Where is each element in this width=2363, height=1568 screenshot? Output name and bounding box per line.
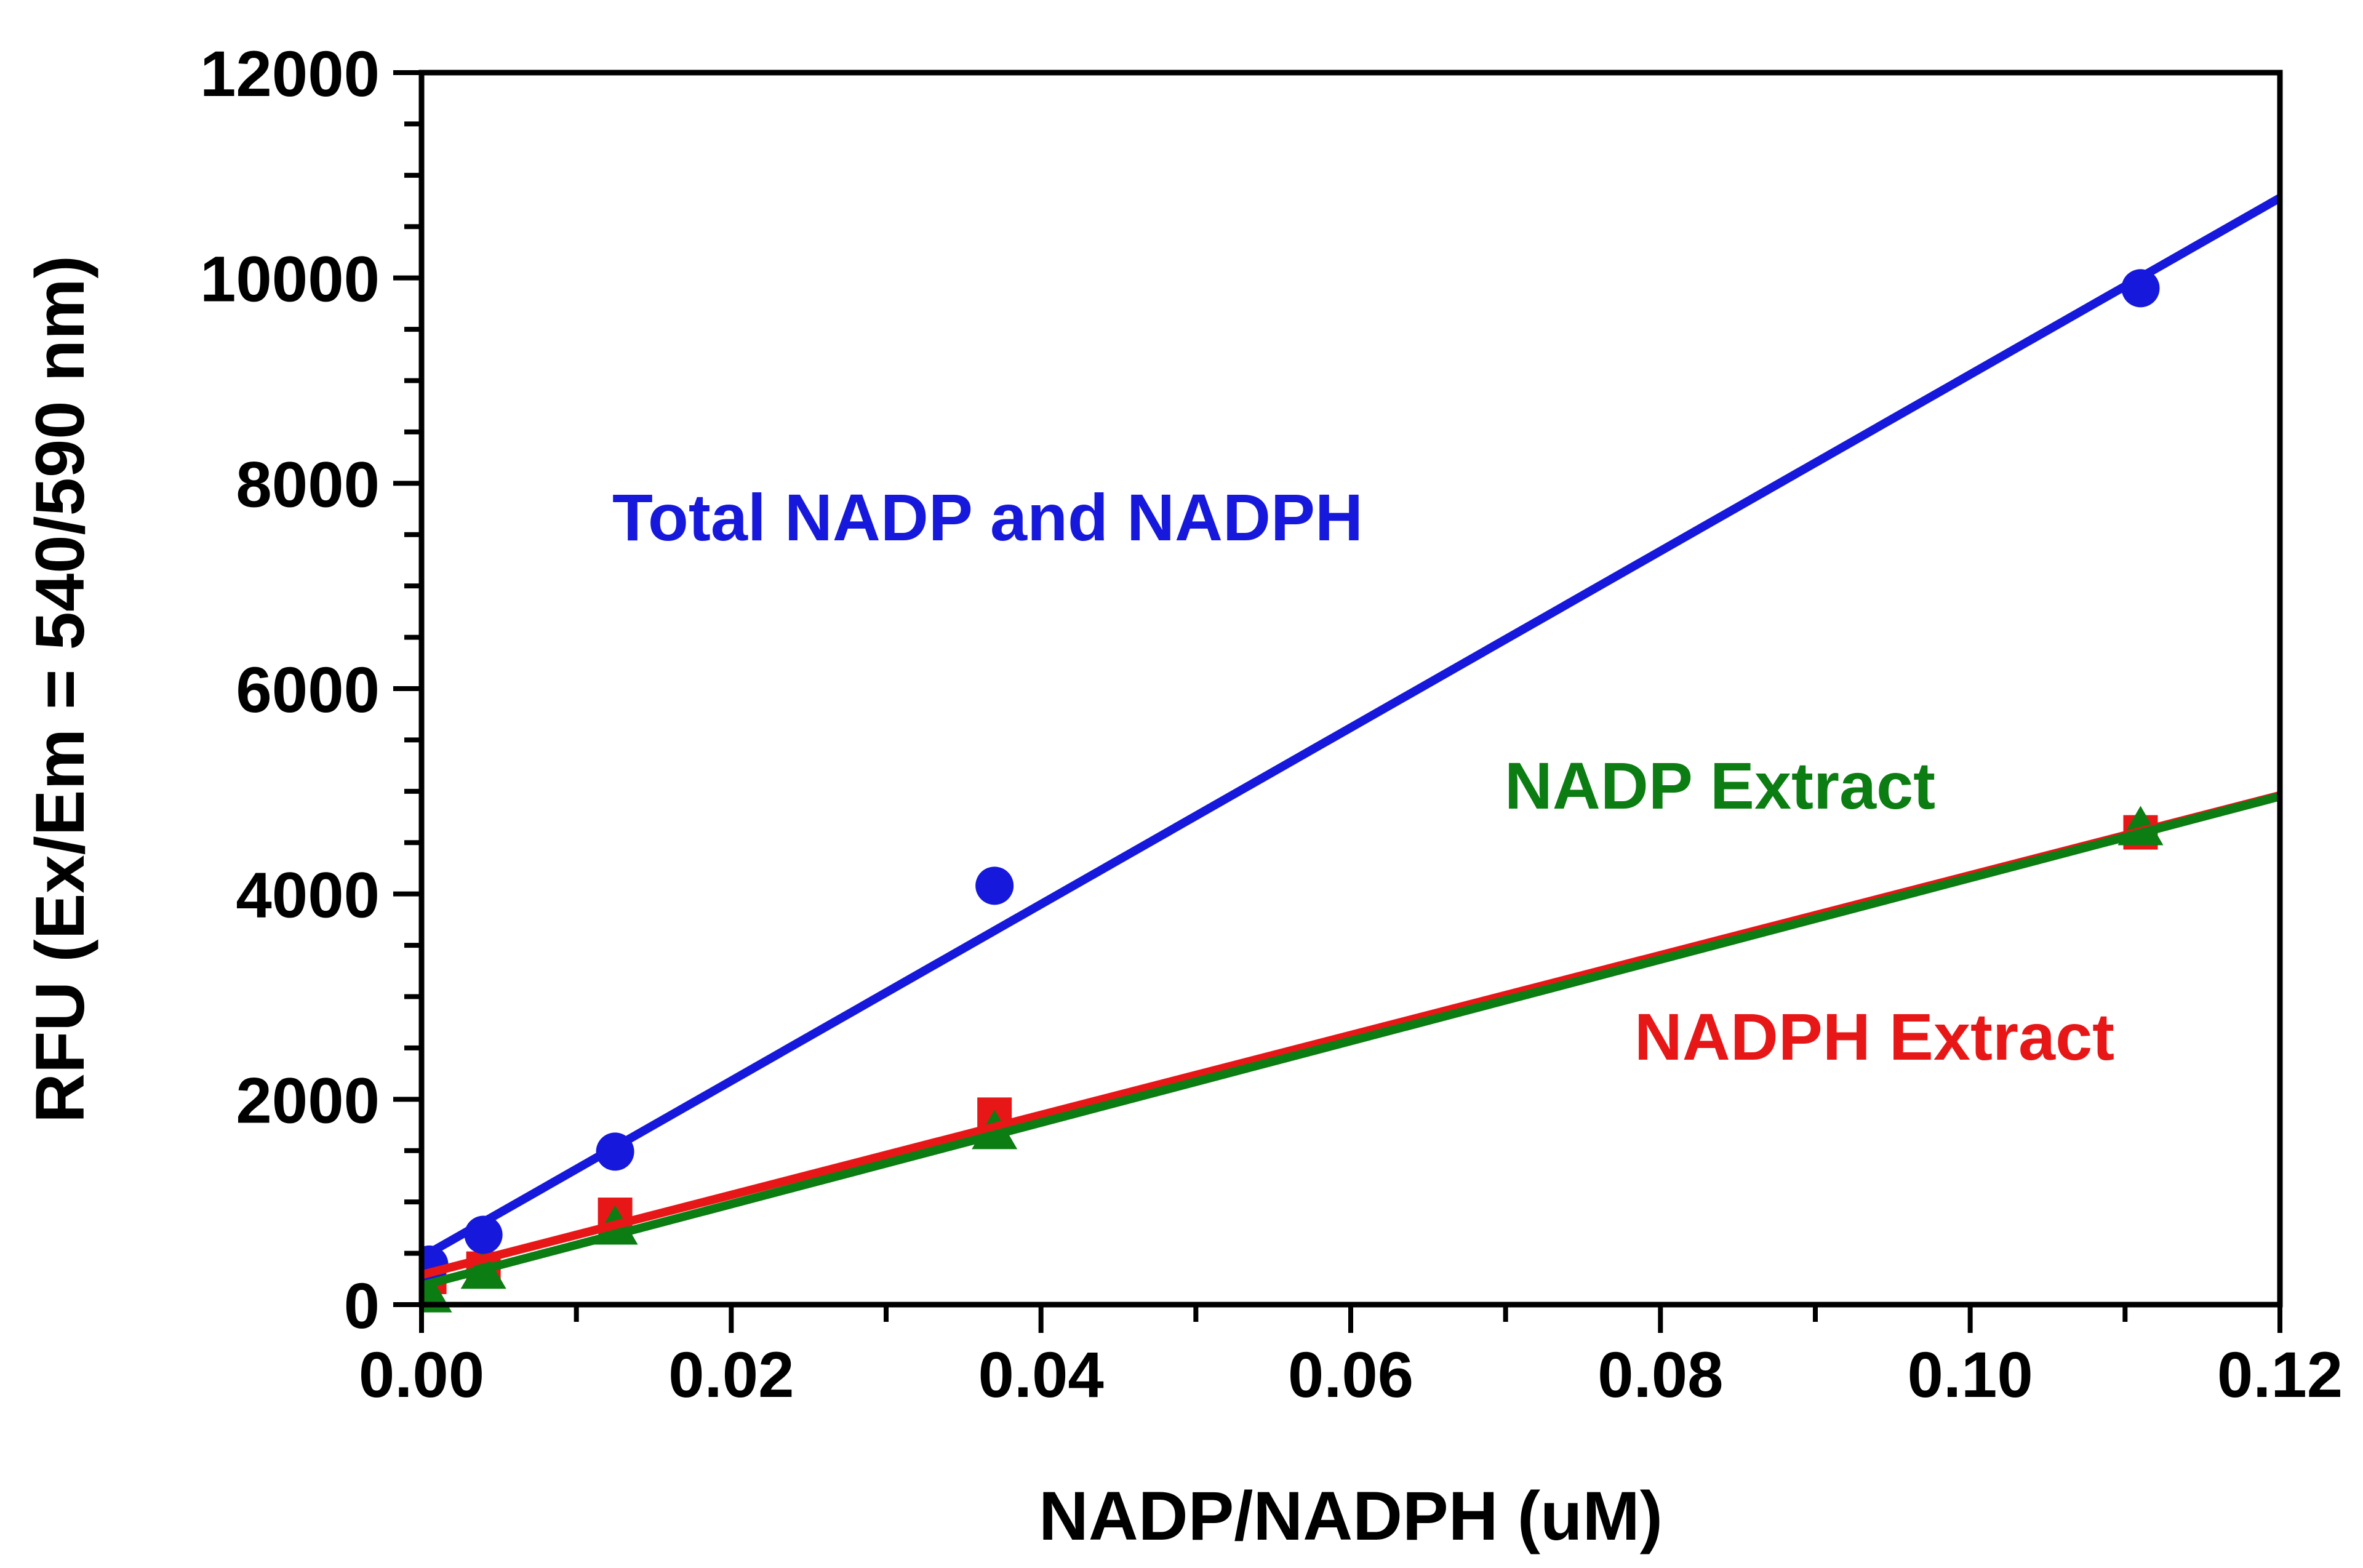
series-label-nadp-extract: NADP Extract [1505, 748, 1935, 823]
y-axis-title: RFU (Ex/Em = 540/590 nm) [22, 255, 98, 1123]
x-axis-title: NADP/NADPH (uM) [1039, 1478, 1663, 1554]
y-tick-label: 0 [344, 1270, 380, 1342]
fit-lines-group [422, 194, 2280, 1290]
fit-line-total [422, 194, 2280, 1262]
y-tick-label: 4000 [236, 860, 380, 932]
fit-line-nadp-extract [422, 792, 2280, 1290]
x-tick-label: 0.02 [668, 1339, 794, 1411]
plot-box-spines [418, 70, 2283, 1308]
series-label-total-nadp-nadph: Total NADP and NADPH [612, 480, 1363, 554]
x-tick-label: 0.00 [359, 1339, 484, 1411]
y-tick-label: 8000 [236, 449, 380, 521]
data-layer [422, 194, 2280, 1313]
x-tick-label: 0.06 [1288, 1339, 1413, 1411]
data-point-total [975, 866, 1014, 905]
tick-labels-layer: 0.00 0.02 0.04 0.06 0.08 0.10 0.12 0 2000 4000 600… [200, 38, 2343, 1411]
y-tick-label: 2000 [236, 1065, 380, 1137]
x-tick-label: 0.10 [1907, 1339, 2033, 1411]
y-tick-label: 6000 [236, 654, 380, 726]
series-label-nadph-extract: NADPH Extract [1634, 999, 2114, 1074]
x-tick-label: 0.12 [2217, 1339, 2343, 1411]
y-tick-label: 12000 [200, 38, 380, 110]
x-tick-label: 0.04 [978, 1339, 1103, 1411]
y-tick-label: 10000 [200, 244, 380, 316]
x-tick-label: 0.08 [1597, 1339, 1723, 1411]
axes-layer [393, 70, 2283, 1333]
